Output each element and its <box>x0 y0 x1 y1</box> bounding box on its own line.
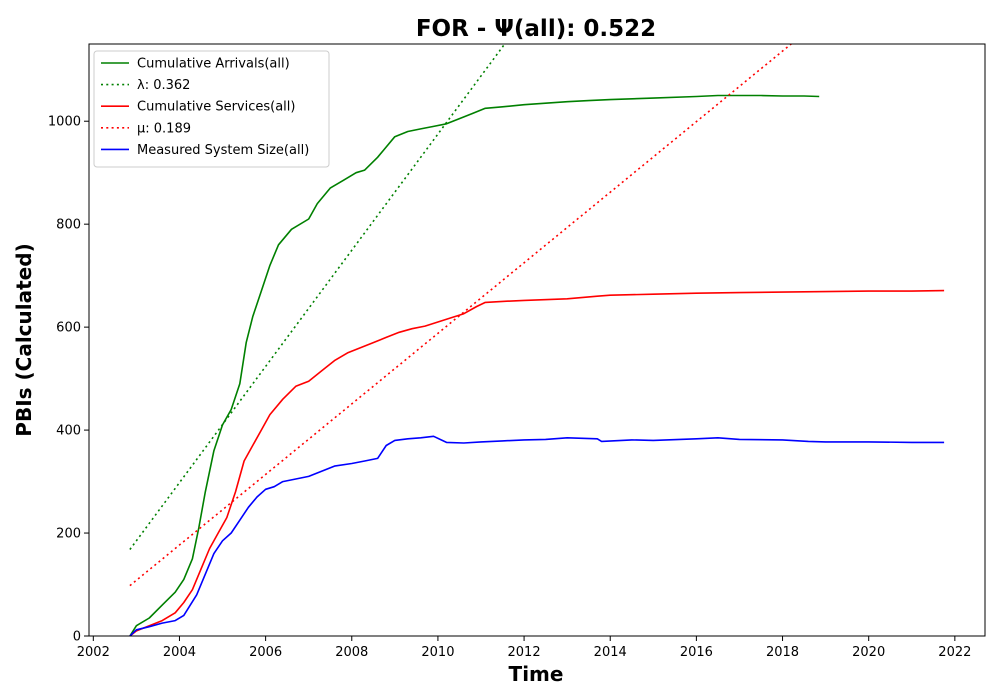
x-tick-label: 2006 <box>249 645 282 660</box>
y-tick-label: 200 <box>56 527 81 542</box>
x-tick-label: 2022 <box>938 645 971 660</box>
chart-title: FOR - Ψ(all): 0.522 <box>416 16 656 42</box>
y-tick-label: 0 <box>73 630 81 645</box>
y-axis: 0 200 400 600 800 1000 <box>48 115 89 645</box>
y-tick-label: 800 <box>56 218 81 233</box>
x-tick-label: 2002 <box>77 645 110 660</box>
y-tick-label: 400 <box>56 424 81 439</box>
y-axis-title: PBIs (Calculated) <box>12 243 36 436</box>
y-tick-label: 600 <box>56 321 81 336</box>
x-axis: 2002 2004 2006 2008 2010 2012 2014 2016 2018 2020… <box>77 636 972 660</box>
x-tick-label: 2010 <box>421 645 454 660</box>
legend: Cumulative Arrivals(all) λ: 0.362 Cumulati… <box>94 51 329 167</box>
x-axis-title: Time <box>509 662 564 686</box>
x-tick-label: 2014 <box>594 645 627 660</box>
y-tick-label: 1000 <box>48 115 81 130</box>
x-tick-label: 2004 <box>163 645 196 660</box>
legend-entry-label: Cumulative Arrivals(all) <box>137 57 290 72</box>
x-tick-label: 2018 <box>766 645 799 660</box>
x-tick-label: 2016 <box>680 645 713 660</box>
series-line-4 <box>130 436 944 636</box>
legend-entry-label: μ: 0.189 <box>137 121 191 136</box>
series-line-0 <box>130 96 819 637</box>
legend-entry-label: λ: 0.362 <box>137 78 190 93</box>
x-tick-label: 2020 <box>852 645 885 660</box>
legend-entry-label: Cumulative Services(all) <box>137 100 295 115</box>
series-line-2 <box>130 291 944 636</box>
legend-entry-label: Measured System Size(all) <box>137 143 309 158</box>
x-tick-label: 2008 <box>335 645 368 660</box>
x-tick-label: 2012 <box>508 645 541 660</box>
